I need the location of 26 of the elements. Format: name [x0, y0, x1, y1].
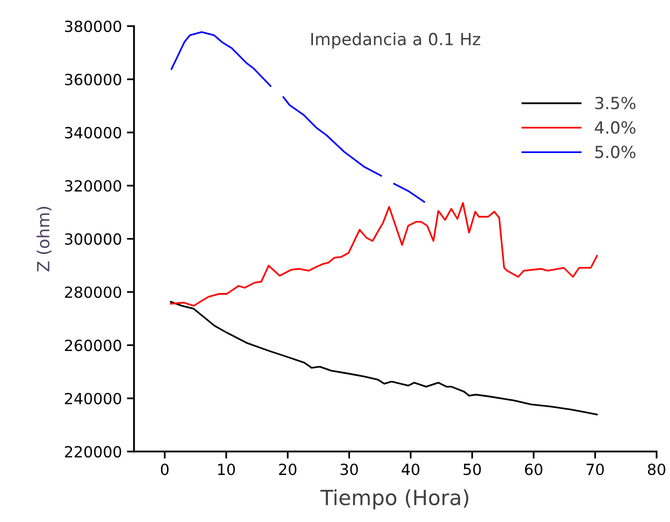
- y-tick-label: 340000: [65, 126, 122, 138]
- x-tick-label: 70: [586, 464, 604, 476]
- y-tick-label: 240000: [64, 392, 122, 404]
- y-tick-label: 260000: [64, 340, 122, 352]
- line-series: [170, 202, 598, 307]
- y-tick-label: 280000: [64, 286, 122, 298]
- y-tick-label: 360000: [65, 74, 122, 86]
- x-tick-label: 60: [524, 464, 542, 476]
- y-tick-label: 300000: [65, 233, 122, 245]
- legend-label: 4.0%: [594, 121, 636, 134]
- line-series: [170, 300, 598, 416]
- legend-label: 5.0%: [595, 146, 636, 158]
- chart-title: Impedancia a 0.1 Hz: [311, 32, 480, 49]
- x-tick-label: 0: [160, 464, 169, 476]
- x-tick-label: 30: [340, 464, 358, 476]
- y-tick-label: 320000: [65, 180, 122, 192]
- x-tick-label: 80: [648, 464, 666, 476]
- x-axis-title: Tiempo (Hora): [320, 489, 468, 510]
- x-tick-label: 40: [402, 464, 420, 476]
- y-axis-title: Z (ohm): [36, 206, 52, 272]
- legend-label: 3.5%: [595, 96, 636, 110]
- y-tick-label: 380000: [65, 20, 122, 32]
- x-tick-label: 20: [279, 464, 296, 476]
- x-tick-label: 10: [218, 464, 235, 476]
- y-tick-label: 220000: [64, 446, 122, 458]
- x-tick-label: 50: [464, 464, 481, 476]
